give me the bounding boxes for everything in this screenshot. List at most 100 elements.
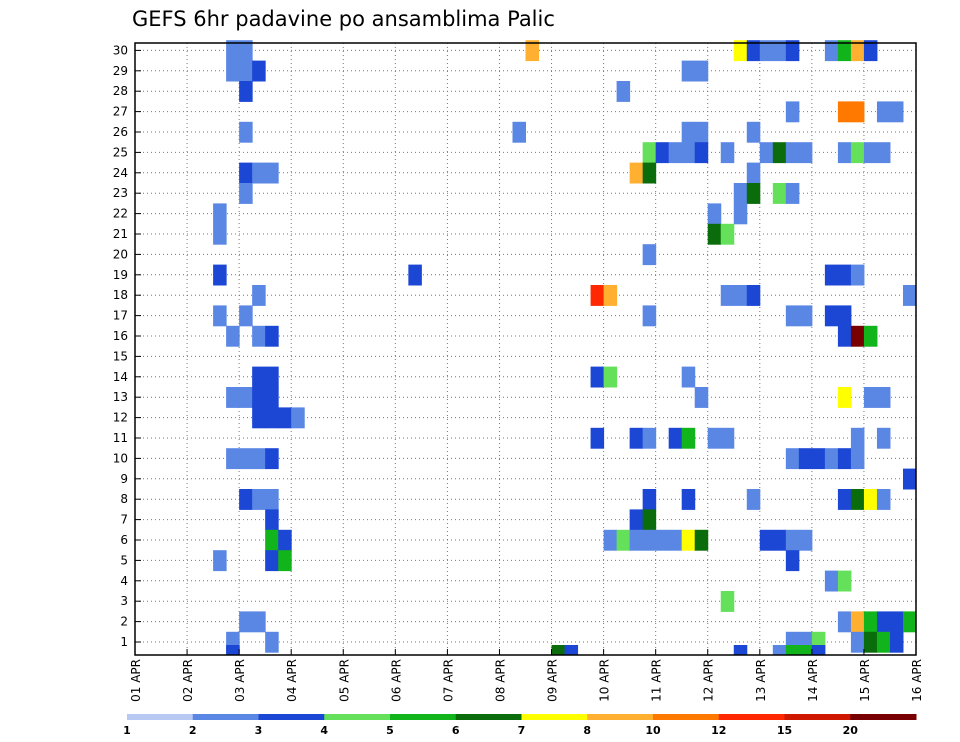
heatmap-cell <box>720 427 735 449</box>
heatmap-cell <box>902 285 917 306</box>
heatmap-cell <box>239 489 253 510</box>
legend-label: 4 <box>320 724 328 737</box>
legend-label: 7 <box>518 724 526 737</box>
heatmap-cell <box>681 366 696 388</box>
heatmap-cell <box>746 285 761 306</box>
heatmap-cell <box>850 448 865 470</box>
heatmap-cell <box>226 40 240 62</box>
heatmap-cell <box>720 223 735 245</box>
y-tick-label: 28 <box>113 84 128 98</box>
heatmap-cell <box>252 387 266 408</box>
heatmap-cell <box>642 427 657 449</box>
legend-swatch <box>850 714 917 720</box>
x-tick-label: 09 APR <box>546 659 560 702</box>
heatmap-cell <box>213 305 227 327</box>
heatmap-cell <box>837 142 852 164</box>
x-tick-label: 08 APR <box>493 659 507 702</box>
heatmap-cell <box>785 142 800 164</box>
legend-swatch <box>258 714 325 720</box>
heatmap-cell <box>824 570 839 592</box>
y-tick-label: 14 <box>113 370 128 384</box>
heatmap-cell <box>226 387 240 408</box>
heatmap-cell <box>278 407 292 429</box>
heatmap-cell <box>720 285 735 306</box>
heatmap-cell <box>785 448 800 470</box>
heatmap-cell <box>265 407 279 429</box>
legend-label: 1 <box>123 724 131 737</box>
x-tick-label: 13 APR <box>754 659 768 702</box>
heatmap-cell <box>785 645 800 655</box>
heatmap-cell <box>811 448 826 470</box>
legend-swatch <box>653 714 720 720</box>
heatmap-cell <box>590 285 605 306</box>
heatmap-cell <box>629 509 644 531</box>
heatmap-cell <box>252 366 266 388</box>
heatmap-cell <box>551 645 566 655</box>
heatmap-cell <box>772 40 787 62</box>
y-tick-label: 22 <box>113 207 128 221</box>
heatmap-cell <box>616 529 631 551</box>
heatmap-cell <box>798 448 813 470</box>
y-tick-label: 29 <box>113 64 128 78</box>
heatmap-cell <box>746 162 761 184</box>
legend-swatch <box>390 714 457 720</box>
heatmap-cell <box>239 305 253 327</box>
x-tick-label: 11 APR <box>650 659 664 702</box>
heatmap-cell <box>278 529 292 551</box>
heatmap-cell <box>239 121 253 143</box>
heatmap-cell <box>629 427 644 449</box>
heatmap-cell <box>837 611 852 633</box>
heatmap-cell <box>239 162 253 184</box>
legend-swatch <box>521 714 588 720</box>
heatmap-cell <box>863 142 878 164</box>
heatmap-cell <box>785 550 800 572</box>
heatmap-cell <box>707 223 722 245</box>
heatmap-cell <box>850 631 865 653</box>
heatmap-cell <box>265 631 279 653</box>
heatmap-cell <box>239 448 253 470</box>
heatmap-cell <box>733 285 748 306</box>
heatmap-cell <box>889 631 904 653</box>
heatmap-cell <box>694 142 709 164</box>
heatmap-cell <box>590 366 605 388</box>
heatmap-cell <box>837 264 852 286</box>
heatmap-cell <box>772 645 787 655</box>
legend-label: 10 <box>645 724 661 737</box>
heatmap-cell <box>252 489 266 510</box>
heatmap-cell <box>226 325 240 347</box>
legend-label: 15 <box>777 724 792 737</box>
heatmap-cell <box>850 489 865 510</box>
heatmap-cell <box>720 591 735 612</box>
heatmap-cell <box>642 529 657 551</box>
heatmap-cell <box>798 645 813 655</box>
y-tick-label: 23 <box>113 186 128 200</box>
heatmap-cell <box>863 631 878 653</box>
heatmap-cell <box>265 509 279 531</box>
heatmap-cell <box>603 366 618 388</box>
y-tick-label: 2 <box>120 615 128 629</box>
heatmap-cell <box>798 142 813 164</box>
y-tick-label: 15 <box>113 349 128 363</box>
heatmap-cell <box>668 427 683 449</box>
heatmap-cell <box>694 387 709 408</box>
x-tick-label: 10 APR <box>598 659 612 702</box>
heatmap-cell <box>265 489 279 510</box>
heatmap-cell <box>681 529 696 551</box>
y-tick-label: 8 <box>120 492 128 506</box>
legend-label: 12 <box>711 724 726 737</box>
y-tick-label: 9 <box>120 472 128 486</box>
y-tick-label: 17 <box>113 309 128 323</box>
heatmap-cell <box>863 325 878 347</box>
heatmap-cell <box>265 448 279 470</box>
heatmap-cell <box>850 264 865 286</box>
heatmap-cell <box>733 40 748 62</box>
x-tick-label: 02 APR <box>181 659 195 702</box>
heatmap-cell <box>785 529 800 551</box>
heatmap-cell <box>694 121 709 143</box>
heatmap-cell <box>603 529 618 551</box>
heatmap-cell <box>590 427 605 449</box>
heatmap-cell <box>668 529 683 551</box>
y-tick-label: 16 <box>113 329 128 343</box>
heatmap-cell <box>876 611 891 633</box>
